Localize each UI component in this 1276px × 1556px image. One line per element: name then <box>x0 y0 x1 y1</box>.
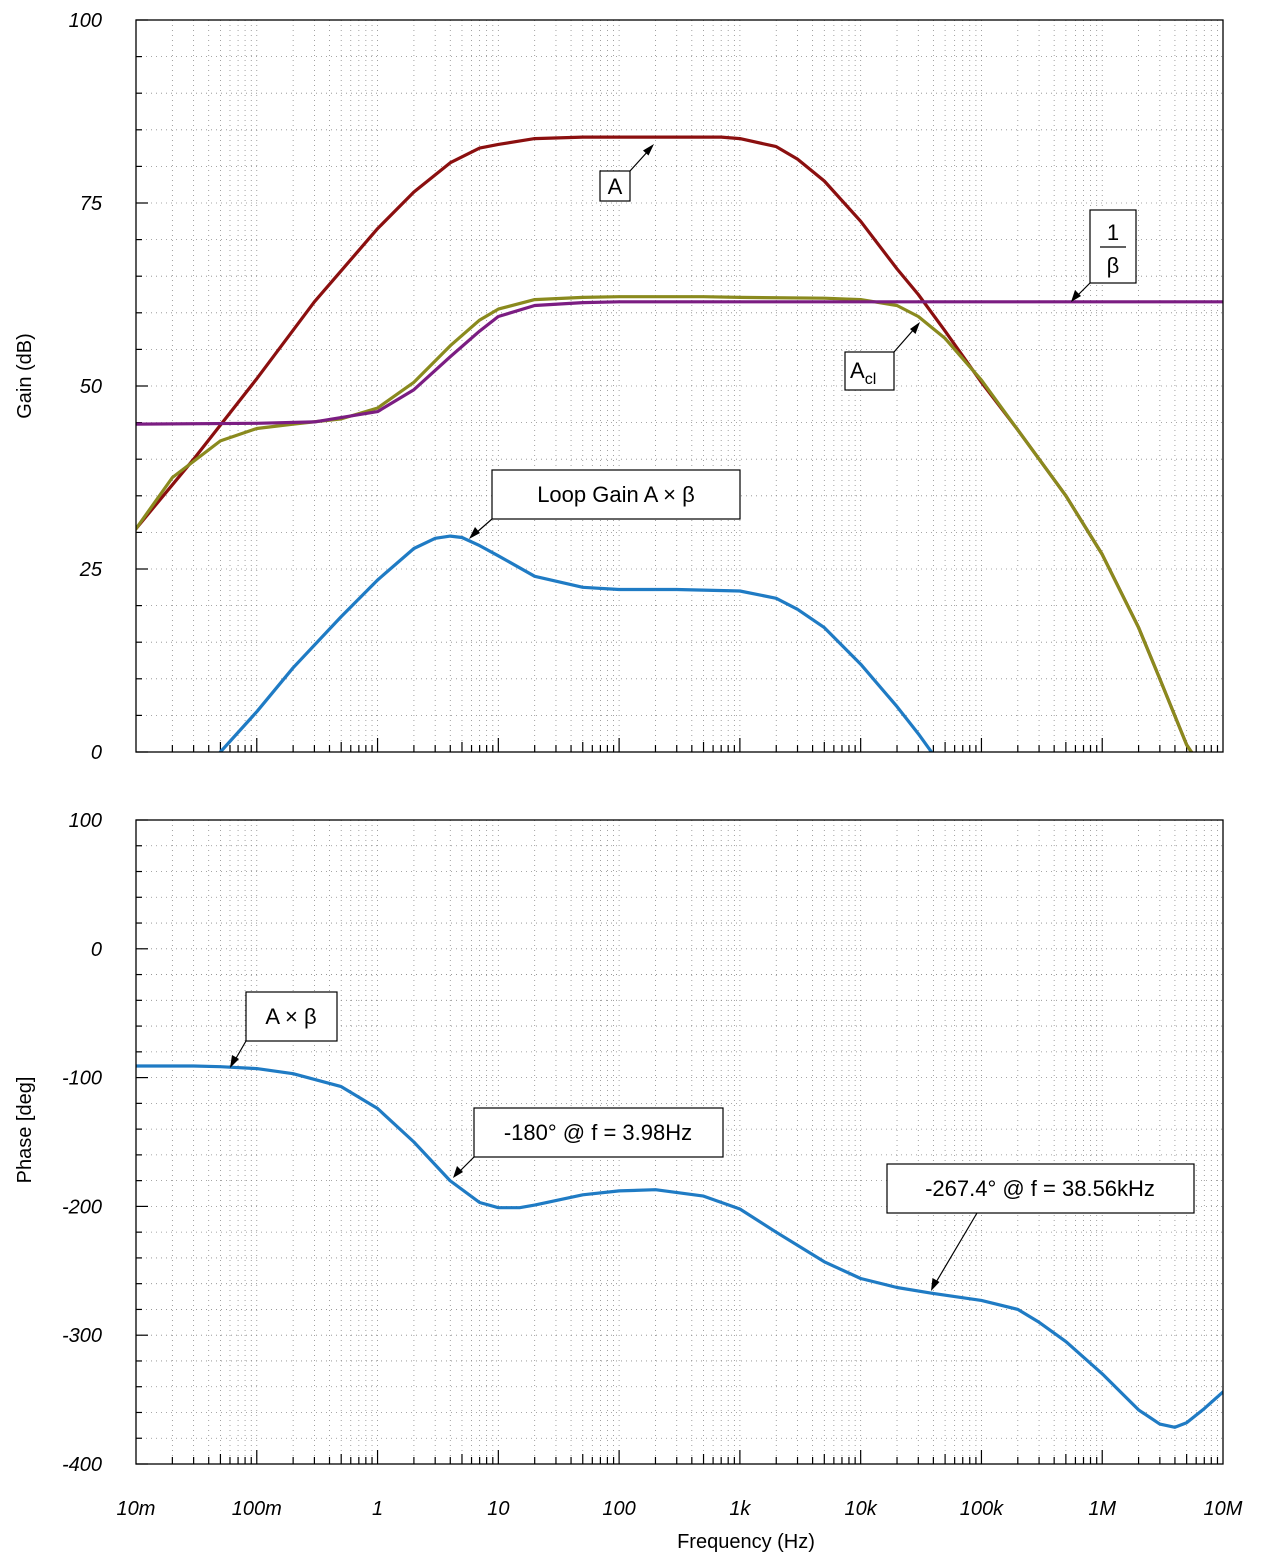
annotation-phase-267-text: -267.4° @ f = 38.56kHz <box>925 1176 1155 1201</box>
gain-curves <box>136 135 1223 752</box>
phase-y-tick-label: -100 <box>62 1068 102 1090</box>
gain-y-tick-label: 100 <box>69 10 102 32</box>
phase-y-tick-label: -300 <box>62 1325 102 1347</box>
annotation-phase-180: -180° @ f = 3.98Hz <box>453 1107 724 1178</box>
phase-y-tick-label: -200 <box>62 1196 102 1218</box>
phase-y-axis-label: Phase [deg] <box>14 1077 36 1184</box>
annotation-axb-text: A × β <box>265 1004 316 1029</box>
x-tick-label: 1M <box>1088 1498 1116 1520</box>
x-tick-label: 100 <box>602 1498 635 1520</box>
annotation-a-text: A <box>608 174 623 199</box>
annotation-axb: A × β <box>230 991 338 1068</box>
x-tick-label: 100m <box>232 1498 282 1520</box>
annotation-loop-gain: Loop Gain A × β <box>469 469 741 539</box>
gain-y-tick-label: 75 <box>80 193 103 215</box>
axis-ticks <box>136 19 1219 1465</box>
gain-series-2 <box>136 300 1223 426</box>
gain-grid <box>136 20 1223 752</box>
phase-y-tick-label: 0 <box>91 939 102 961</box>
x-tick-label: 10m <box>117 1498 156 1520</box>
gain-y-tick-label: 50 <box>80 376 102 398</box>
annotation-a: A <box>599 144 654 202</box>
annotation-phase-180-text: -180° @ f = 3.98Hz <box>504 1120 692 1145</box>
phase-plot-frame <box>135 819 1224 1465</box>
gain-y-tick-label: 0 <box>91 742 102 764</box>
annotation-inverse-beta-numerator: 1 <box>1107 220 1119 245</box>
annotation-loop-gain-text: Loop Gain A × β <box>537 482 695 507</box>
x-tick-label: 1 <box>372 1498 383 1520</box>
gain-plot-frame <box>135 19 1224 753</box>
tick-labels: 0 25 50 75 100 -400 -300 -200 -100 0 100 10m 100m 1 10… <box>62 10 1243 1520</box>
x-tick-label: 10 <box>487 1498 509 1520</box>
annotation-inverse-beta: 1 β <box>1071 209 1137 302</box>
x-tick-label: 100k <box>960 1498 1004 1520</box>
svg-text:Acl: Acl <box>850 358 876 388</box>
phase-y-tick-label: 100 <box>69 810 102 832</box>
x-axis-label: Frequency (Hz) <box>677 1531 815 1553</box>
annotation-inverse-beta-denominator: β <box>1107 253 1120 278</box>
x-tick-label: 10k <box>845 1498 878 1520</box>
phase-curves <box>136 1064 1223 1429</box>
gain-y-axis-label: Gain (dB) <box>14 333 36 419</box>
phase-y-tick-label: -400 <box>62 1454 102 1476</box>
phase-series-0 <box>136 1064 1223 1429</box>
gain-series-3 <box>218 534 934 752</box>
x-tick-label: 10M <box>1204 1498 1243 1520</box>
x-tick-label: 1k <box>729 1498 751 1520</box>
annotation-acl-sub: cl <box>865 371 877 388</box>
annotation-acl: Acl <box>844 322 920 391</box>
gain-series-1 <box>136 295 1194 752</box>
annotation-phase-267: -267.4° @ f = 38.56kHz <box>886 1163 1195 1291</box>
annotation-acl-main: A <box>850 358 865 383</box>
gain-y-tick-label: 25 <box>79 559 103 581</box>
